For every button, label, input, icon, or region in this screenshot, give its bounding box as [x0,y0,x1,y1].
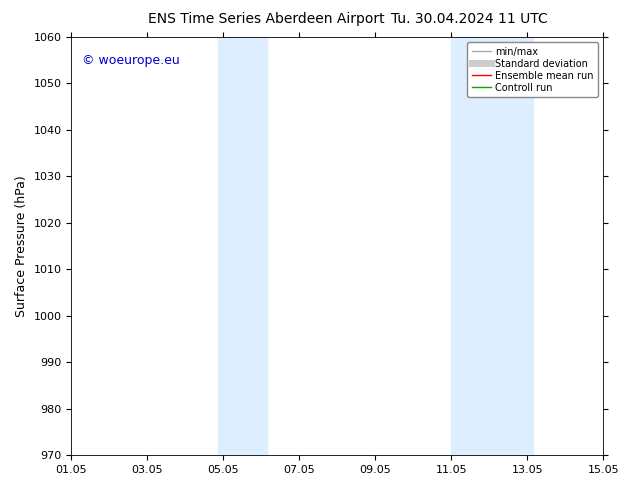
Bar [451,37,533,455]
Text: ENS Time Series Aberdeen Airport: ENS Time Series Aberdeen Airport [148,12,385,26]
Text: Tu. 30.04.2024 11 UTC: Tu. 30.04.2024 11 UTC [391,12,548,26]
Bar [217,37,267,455]
Y-axis label: Surface Pressure (hPa): Surface Pressure (hPa) [15,175,28,317]
Legend: min/max, Standard deviation, Ensemble mean run, Controll run: min/max, Standard deviation, Ensemble me… [467,42,598,98]
Text: © woeurope.eu: © woeurope.eu [82,54,180,67]
